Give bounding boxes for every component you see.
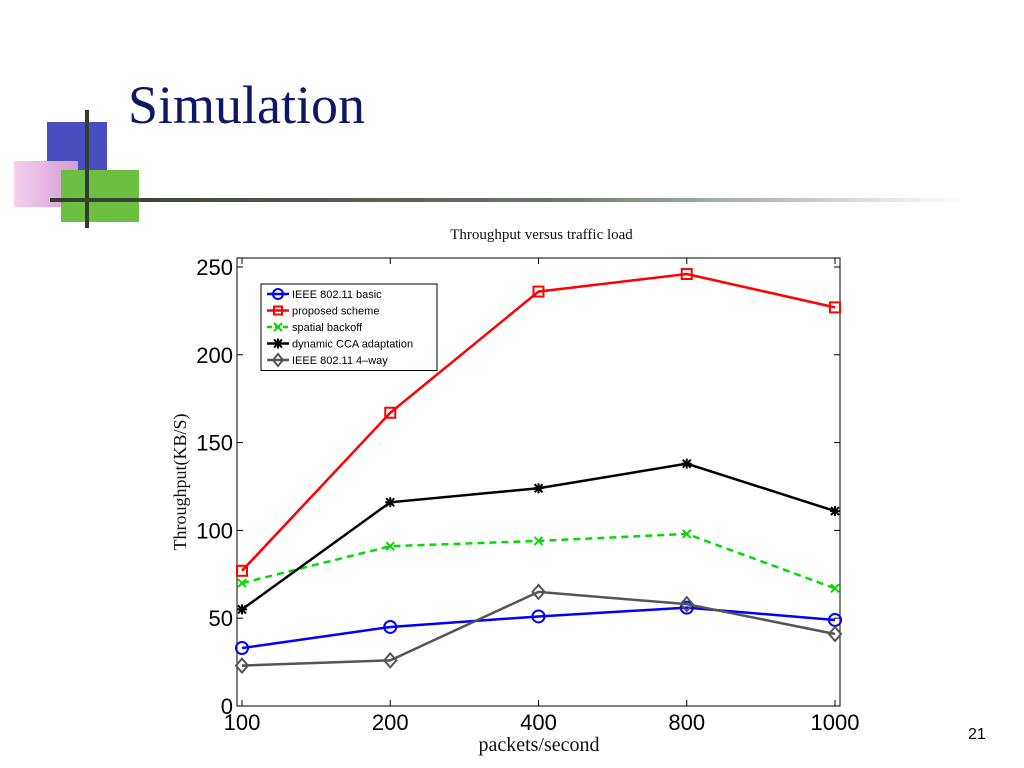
legend-label-2: proposed scheme [292, 306, 379, 318]
series-1-point-shape [679, 600, 694, 615]
legend: IEEE 802.11 basic proposed scheme spatial … [260, 283, 438, 371]
series-3-point [237, 578, 247, 588]
legend-marker-5-shape [271, 352, 285, 368]
x-tick-label: 100 [224, 710, 261, 735]
series-line-5 [241, 590, 836, 667]
legend-marker-4 [273, 338, 283, 349]
series-1-point [383, 619, 398, 634]
series-4-point [830, 506, 840, 517]
series-3-point [385, 541, 395, 551]
y-tick-label: 100 [196, 518, 233, 543]
y-axis-label: Throughput(KB/S) [170, 413, 191, 550]
legend-label-5: IEEE 802.11 4–way [292, 355, 388, 367]
series-5-point [531, 583, 546, 601]
series-4-point-shape [533, 483, 544, 494]
chart-title: Throughput versus traffic load [450, 227, 633, 243]
x-axis-label: packets/second [478, 734, 599, 756]
series-3-point-shape [830, 583, 840, 594]
series-3-point [533, 536, 544, 546]
series-2-point [829, 301, 841, 314]
page-number: 21 [968, 726, 986, 743]
series-3-point [682, 529, 692, 539]
series-line-2 [241, 272, 836, 572]
x-tick-label: 200 [372, 710, 409, 735]
legend-marker-5 [271, 352, 285, 368]
series-3-point-shape [237, 578, 247, 588]
y-tick-label: 50 [209, 606, 233, 631]
series-2-point [236, 564, 248, 577]
x-tick-label: 400 [520, 710, 557, 735]
slide-title: Simulation [128, 75, 366, 135]
series-2-point [532, 285, 545, 298]
legend-marker-1 [272, 288, 284, 300]
legend-box [260, 283, 438, 371]
decor-vertical-rule [85, 110, 89, 228]
series-2-point-shape [680, 268, 693, 281]
series-3-point-shape [385, 541, 395, 551]
series-1-point [679, 600, 694, 615]
series-5-point [679, 595, 695, 613]
series-4-point [533, 483, 544, 494]
series-4-point [237, 604, 247, 615]
series-2-point-shape [829, 301, 841, 314]
series-4-point [385, 497, 396, 508]
y-tick-label: 0 [221, 694, 233, 719]
series-5-point [234, 657, 250, 675]
legend-label-3: spatial backoff [292, 322, 363, 334]
legend-marker-2-shape [273, 305, 283, 316]
series-1-point [531, 609, 546, 624]
legend-label-4: dynamic CCA adaptation [292, 339, 413, 351]
y-tick-label: 200 [196, 343, 233, 368]
series-5-point [827, 625, 843, 643]
series-3-point-shape [533, 536, 544, 546]
series-4-point-shape [830, 506, 840, 517]
series-2-point [384, 406, 397, 419]
series-2-point-shape [384, 406, 397, 419]
decor-green-square [61, 170, 139, 222]
series-2-point-shape [236, 564, 248, 577]
title-underline-rule [50, 198, 964, 202]
series-3-point [830, 583, 840, 594]
legend-marker-1-shape [272, 288, 284, 300]
series-5-point-shape [234, 657, 250, 675]
series-5-point-shape [382, 651, 398, 669]
series-3-point-shape [682, 529, 692, 539]
series-5-point-shape [679, 595, 695, 613]
y-tick-label: 150 [196, 431, 233, 456]
series-2-point-shape [532, 285, 545, 298]
y-tick-label: 250 [196, 255, 233, 280]
legend-marker-4-shape [273, 338, 283, 349]
series-2-point [680, 268, 693, 281]
series-5-point-shape [531, 583, 546, 601]
legend-marker-2 [273, 305, 283, 316]
legend-marker-3 [273, 322, 283, 332]
series-5-point-shape [827, 625, 843, 643]
series-1-point-shape [235, 641, 249, 656]
legend-marker-3-shape [273, 322, 283, 332]
series-1-point-shape [383, 619, 398, 634]
series-4-point-shape [681, 458, 692, 469]
series-4-point-shape [385, 497, 396, 508]
x-tick-label: 1000 [811, 710, 860, 735]
series-4-point [681, 458, 692, 469]
series-1-point [235, 641, 249, 656]
legend-label-1: IEEE 802.11 basic [292, 289, 382, 301]
series-4-point-shape [237, 604, 247, 615]
series-5-point [382, 651, 398, 669]
series-1-point-shape [531, 609, 546, 624]
x-tick-label: 800 [668, 710, 705, 735]
series-line-1 [241, 606, 836, 650]
